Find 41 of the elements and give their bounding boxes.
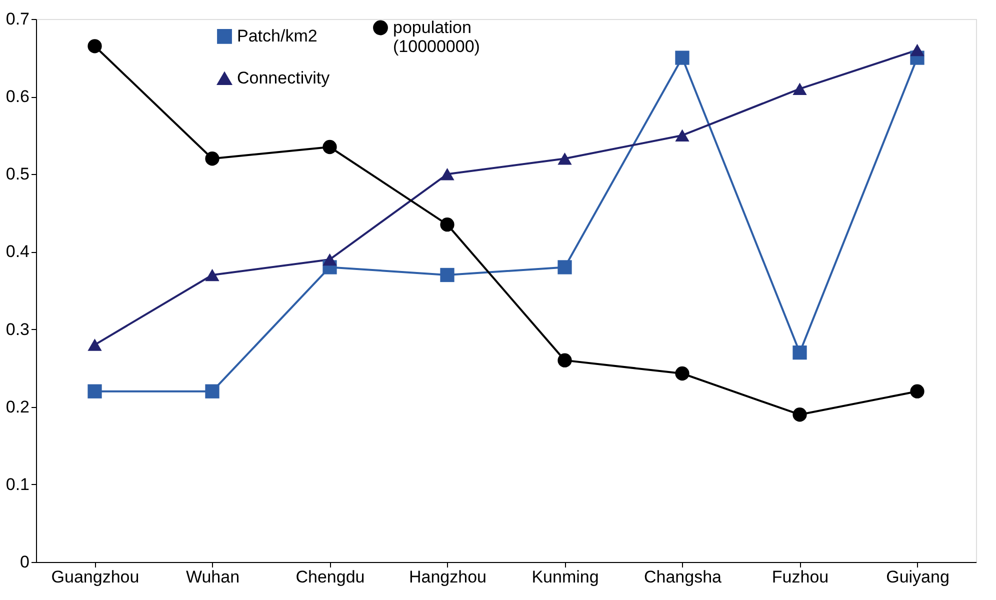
legend-label: Connectivity [237,68,330,88]
x-tick-label: Hangzhou [408,568,487,586]
x-tick-label: Chengdu [296,568,365,586]
y-tick-label: 0.1 [6,474,30,494]
point [558,152,572,165]
point [792,408,807,422]
point [675,129,690,142]
point [205,384,220,398]
point [88,384,102,398]
x-tick-label: Wuhan [186,568,240,586]
point [440,268,454,282]
point [88,39,102,54]
point [205,268,220,282]
y-tick-label: 0.4 [6,242,30,262]
point [322,140,337,154]
point [440,218,454,232]
y-tick-label: 0.2 [6,397,30,416]
point [792,345,807,360]
point [675,50,690,65]
x-tick-label: Changsha [644,568,722,586]
point [440,168,454,180]
point [558,353,572,368]
legend-label: Patch/km2 [237,26,318,46]
y-tick-label: 0.5 [6,164,30,184]
point [675,366,690,381]
point [88,338,102,351]
x-tick-label: Kunming [532,568,599,586]
point [205,152,220,166]
x-tick-label: Guiyang [886,568,950,586]
point [910,44,924,56]
y-tick-label: 0.3 [6,320,30,339]
y-tick-label: 0.7 [6,10,30,28]
x-tick-label: Fuzhou [772,568,829,586]
point [558,260,572,274]
x-tick-label: Guangzhou [51,568,140,586]
legend-label: population (10000000) [393,18,480,56]
y-tick-label: 0.6 [6,87,30,106]
point [792,82,807,95]
y-tick-label: 0 [20,552,30,572]
point [910,384,924,398]
point [322,253,337,266]
